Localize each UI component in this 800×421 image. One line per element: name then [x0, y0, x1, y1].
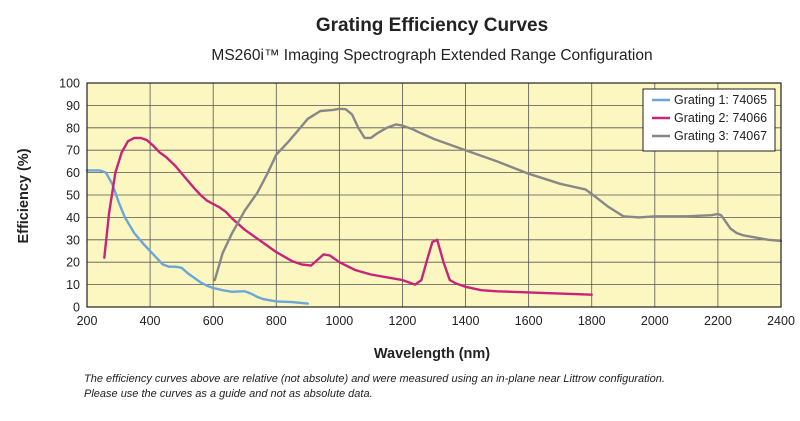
x-tick-label: 2200 — [704, 314, 732, 328]
y-tick-label: 20 — [66, 256, 80, 270]
legend-label: Grating 3: 74067 — [674, 129, 767, 143]
series-line-2 — [103, 136, 593, 296]
x-tick-label: 2400 — [767, 314, 795, 328]
efficiency-chart: Grating Efficiency Curves MS260i™ Imagin… — [16, 15, 795, 362]
footnote: The efficiency curves above are relative… — [84, 372, 764, 402]
footnote-line-2: Please use the curves as a guide and not… — [84, 388, 373, 400]
y-axis-label: Efficiency (%) — [16, 148, 32, 243]
x-tick-label: 400 — [140, 314, 161, 328]
footnote-line-1: The efficiency curves above are relative… — [84, 373, 665, 385]
y-tick-label: 30 — [66, 233, 80, 247]
x-tick-label: 1800 — [578, 314, 606, 328]
chart-subtitle: MS260i™ Imaging Spectrograph Extended Ra… — [211, 47, 652, 64]
x-axis-label: Wavelength (nm) — [374, 346, 490, 362]
legend-label: Grating 2: 74066 — [674, 111, 767, 125]
x-tick-label: 2000 — [641, 314, 669, 328]
y-tick-label: 80 — [66, 121, 80, 135]
x-tick-label: 1000 — [325, 314, 353, 328]
series-line-3 — [213, 107, 783, 282]
y-tick-label: 70 — [66, 144, 80, 158]
y-tick-label: 40 — [66, 211, 80, 225]
x-tick-label: 600 — [203, 314, 224, 328]
chart-title: Grating Efficiency Curves — [316, 15, 548, 36]
x-tick-label: 1600 — [515, 314, 543, 328]
y-tick-label: 0 — [73, 301, 80, 315]
series-lines — [85, 107, 783, 305]
x-tick-label: 800 — [266, 314, 287, 328]
x-tick-label: 1400 — [452, 314, 480, 328]
legend: Grating 1: 74065 Grating 2: 74066 Grating … — [642, 88, 776, 152]
y-tick-label: 60 — [66, 166, 80, 180]
y-tick-label: 90 — [66, 99, 80, 113]
y-tick-label: 100 — [59, 77, 80, 91]
tick-labels: 0 10 20 30 40 50 60 70 80 90 100 200 400 600 800 1000 12… — [59, 77, 795, 329]
legend-label: Grating 1: 74065 — [674, 93, 767, 107]
x-tick-label: 1200 — [389, 314, 417, 328]
x-tick-label: 200 — [77, 314, 98, 328]
legend-box — [642, 88, 776, 152]
y-tick-label: 50 — [66, 189, 80, 203]
plot-frame — [86, 82, 782, 308]
y-tick-label: 10 — [66, 278, 80, 292]
series-line-1 — [85, 169, 309, 305]
